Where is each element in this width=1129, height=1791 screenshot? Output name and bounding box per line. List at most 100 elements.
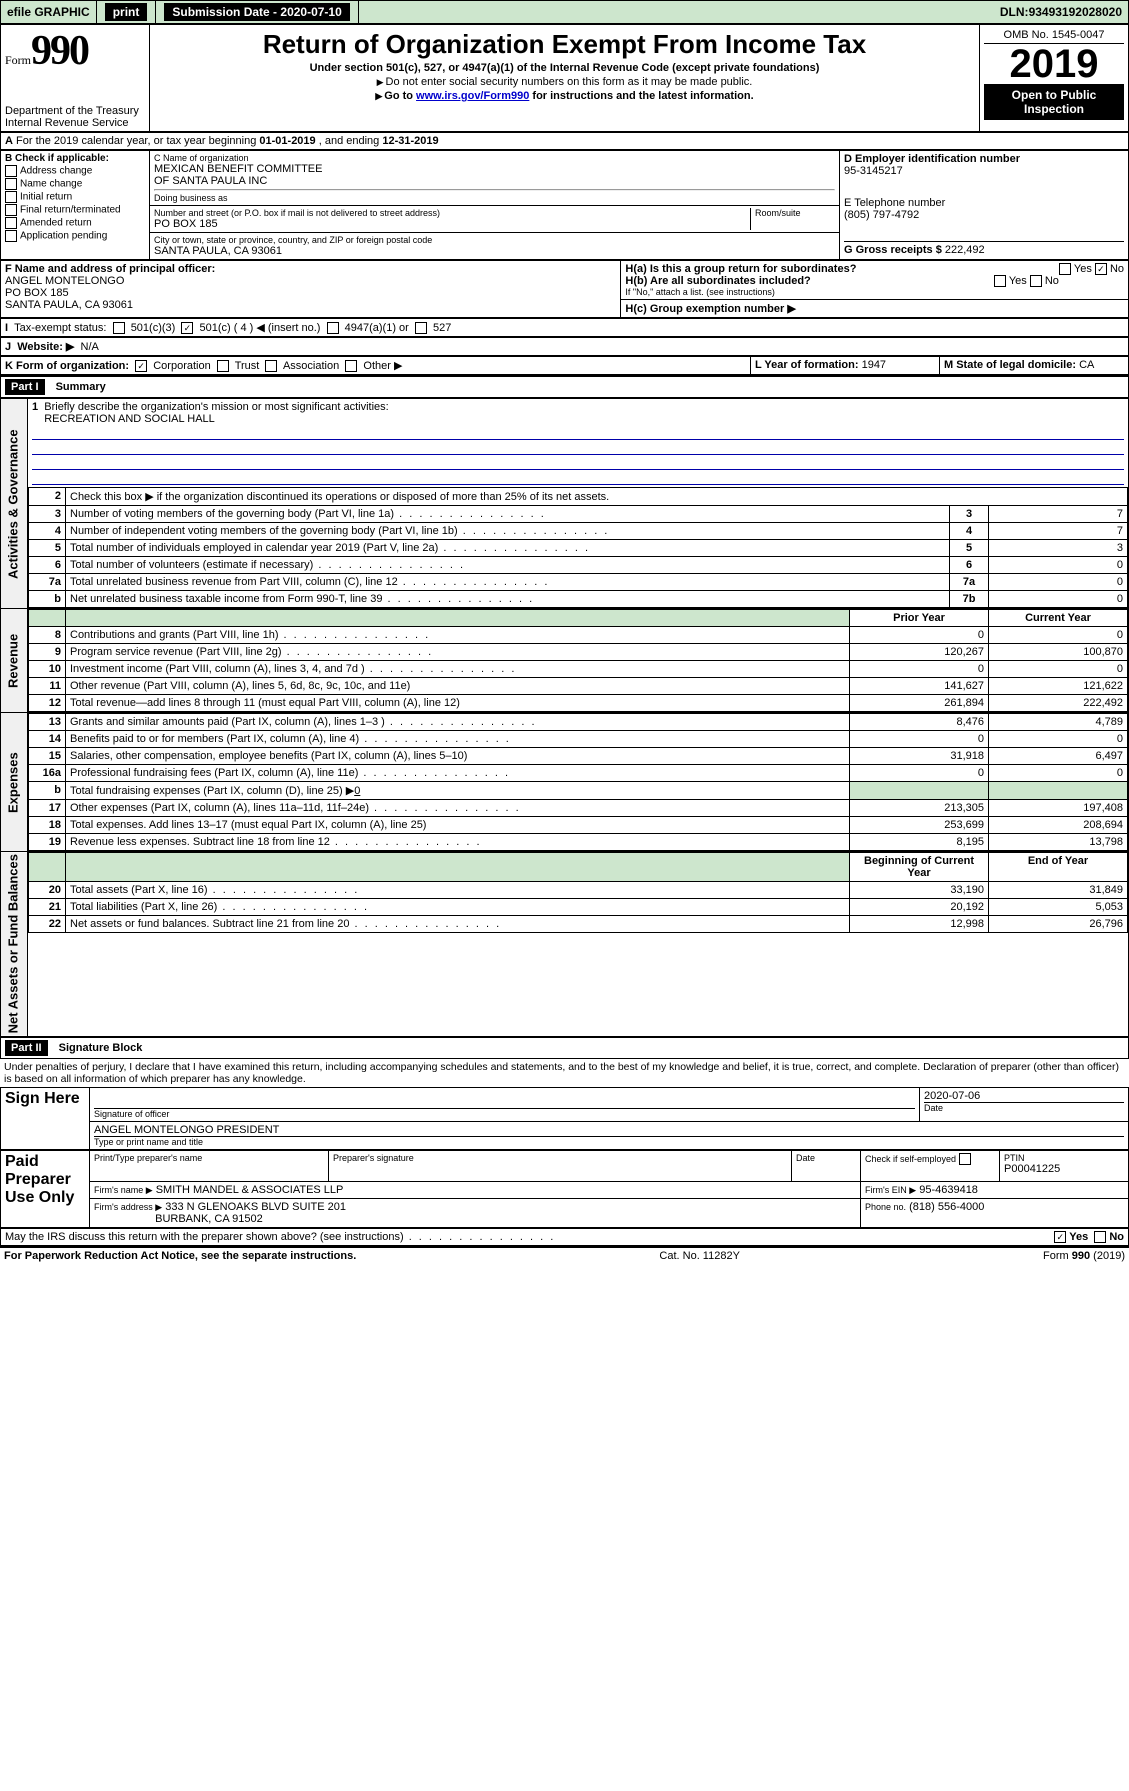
firm-ein-label: Firm's EIN ▶ (865, 1185, 916, 1195)
l21-text: Total liabilities (Part X, line 26) (66, 899, 850, 916)
l7a-text: Total unrelated business revenue from Pa… (66, 574, 950, 591)
print-button[interactable]: print (105, 3, 148, 21)
chk-amended[interactable]: Amended return (5, 217, 145, 229)
l18-text: Total expenses. Add lines 13–17 (must eq… (66, 817, 850, 834)
ptin-cell: PTIN P00041225 (1000, 1150, 1129, 1181)
vert-activities: Activities & Governance (1, 399, 28, 609)
ha-yes[interactable] (1059, 263, 1071, 275)
o-corp: Corporation (153, 360, 210, 372)
discuss-yes[interactable]: ✓ (1054, 1231, 1066, 1243)
hb-no[interactable] (1030, 275, 1042, 287)
firm-phone-label: Phone no. (865, 1202, 906, 1212)
l3-text: Number of voting members of the governin… (66, 506, 950, 523)
submission-date-button[interactable]: Submission Date - 2020-07-10 (164, 3, 349, 21)
chk-address[interactable]: Address change (5, 165, 145, 177)
goto-instructions: Go to www.irs.gov/Form990 for instructio… (154, 90, 975, 102)
p19: 8,195 (850, 834, 989, 851)
dba-label: Doing business as (154, 193, 835, 203)
year-formation: 1947 (862, 359, 886, 371)
box-m: M State of legal domicile: CA (940, 357, 1129, 375)
city-value: SANTA PAULA, CA 93061 (154, 245, 835, 257)
box-b: B Check if applicable: Address change Na… (1, 151, 150, 260)
footer-pra: For Paperwork Reduction Act Notice, see … (4, 1250, 356, 1262)
discuss-no[interactable] (1094, 1231, 1106, 1243)
chk-527[interactable] (415, 322, 427, 334)
footer-cat: Cat. No. 11282Y (659, 1250, 740, 1262)
gross-receipts: G Gross receipts $ 222,492 (844, 241, 1124, 256)
box-c-name: C Name of organization MEXICAN BENEFIT C… (150, 151, 840, 206)
officer-label: F Name and address of principal officer: (5, 263, 215, 275)
vert-expenses: Expenses (1, 713, 28, 852)
officer-city: SANTA PAULA, CA 93061 (5, 299, 133, 311)
chk-assoc[interactable] (265, 360, 277, 372)
chk-address-lbl: Address change (20, 166, 92, 177)
line-21: 21Total liabilities (Part X, line 26)20,… (29, 899, 1128, 916)
sub-date: 2020-07-10 (280, 5, 341, 19)
chk-self-emp[interactable] (959, 1153, 971, 1165)
chk-corp[interactable]: ✓ (135, 360, 147, 372)
line-3: 3Number of voting members of the governi… (29, 506, 1128, 523)
sig-name-label: Type or print name and title (94, 1136, 1124, 1147)
line-6: 6Total number of volunteers (estimate if… (29, 557, 1128, 574)
open-public: Open to Public Inspection (984, 84, 1124, 120)
vert-revenue: Revenue (1, 609, 28, 713)
part-2-badge: Part II (5, 1040, 48, 1056)
line-22: 22Net assets or fund balances. Subtract … (29, 916, 1128, 933)
period-mid: , and ending (316, 135, 383, 147)
chk-pending[interactable]: Application pending (5, 230, 145, 242)
line-16a: 16aProfessional fundraising fees (Part I… (29, 765, 1128, 782)
form990-link[interactable]: www.irs.gov/Form990 (416, 90, 529, 102)
p20: 33,190 (850, 882, 989, 899)
addr-value: PO BOX 185 (154, 218, 750, 230)
line-7a: 7aTotal unrelated business revenue from … (29, 574, 1128, 591)
chk-final[interactable]: Final return/terminated (5, 204, 145, 216)
mission-text: RECREATION AND SOCIAL HALL (44, 413, 215, 425)
self-emp-label: Check if self-employed (865, 1154, 956, 1164)
c19: 13,798 (989, 834, 1128, 851)
firm-addr2: BURBANK, CA 91502 (155, 1213, 263, 1225)
ha-label: H(a) Is this a group return for subordin… (625, 263, 856, 275)
line-10: 10Investment income (Part VIII, column (… (29, 661, 1128, 678)
l11-text: Other revenue (Part VIII, column (A), li… (66, 678, 850, 695)
box-deg: D Employer identification number 95-3145… (840, 151, 1129, 260)
chk-501c[interactable]: ✓ (181, 322, 193, 334)
o-4947: 4947(a)(1) or (345, 322, 409, 334)
l15-text: Salaries, other compensation, employee b… (66, 748, 850, 765)
firm-phone-cell: Phone no. (818) 556-4000 (861, 1198, 1129, 1227)
l13-text: Grants and similar amounts paid (Part IX… (66, 714, 850, 731)
chk-4947[interactable] (327, 322, 339, 334)
line-13: 13Grants and similar amounts paid (Part … (29, 714, 1128, 731)
chk-other[interactable] (345, 360, 357, 372)
chk-name[interactable]: Name change (5, 178, 145, 190)
hb-yes[interactable] (994, 275, 1006, 287)
irs-label: Internal Revenue Service (5, 117, 145, 129)
l4-text: Number of independent voting members of … (66, 523, 950, 540)
curr-hdr: Current Year (989, 610, 1128, 627)
subtitle-code: Under section 501(c), 527, or 4947(a)(1)… (154, 62, 975, 74)
p16b-shade (850, 782, 989, 800)
chk-initial[interactable]: Initial return (5, 191, 145, 203)
c21: 5,053 (989, 899, 1128, 916)
l12-text: Total revenue—add lines 8 through 11 (mu… (66, 695, 850, 712)
box-j: J Website: ▶ N/A (1, 338, 1129, 356)
box-c-city: City or town, state or province, country… (150, 233, 840, 260)
firm-name: SMITH MANDEL & ASSOCIATES LLP (156, 1184, 344, 1196)
line-17: 17Other expenses (Part IX, column (A), l… (29, 800, 1128, 817)
form-title: Return of Organization Exempt From Incom… (154, 29, 975, 60)
period-begin: 01-01-2019 (259, 135, 315, 147)
v7a: 0 (989, 574, 1128, 591)
year-formation-label: L Year of formation: (755, 359, 859, 371)
ptin-value: P00041225 (1004, 1163, 1124, 1175)
chk-trust[interactable] (217, 360, 229, 372)
line-19: 19Revenue less expenses. Subtract line 1… (29, 834, 1128, 851)
p10: 0 (850, 661, 989, 678)
vert-netassets: Net Assets or Fund Balances (1, 852, 28, 1036)
ha-yes-lbl: Yes (1074, 263, 1092, 275)
chk-501c3[interactable] (113, 322, 125, 334)
o-assoc: Association (283, 360, 339, 372)
na-header: Beginning of Current YearEnd of Year (29, 853, 1128, 882)
c12: 222,492 (989, 695, 1128, 712)
ha-no[interactable]: ✓ (1095, 263, 1107, 275)
line-4: 4Number of independent voting members of… (29, 523, 1128, 540)
part-2-title: Signature Block (59, 1042, 143, 1054)
